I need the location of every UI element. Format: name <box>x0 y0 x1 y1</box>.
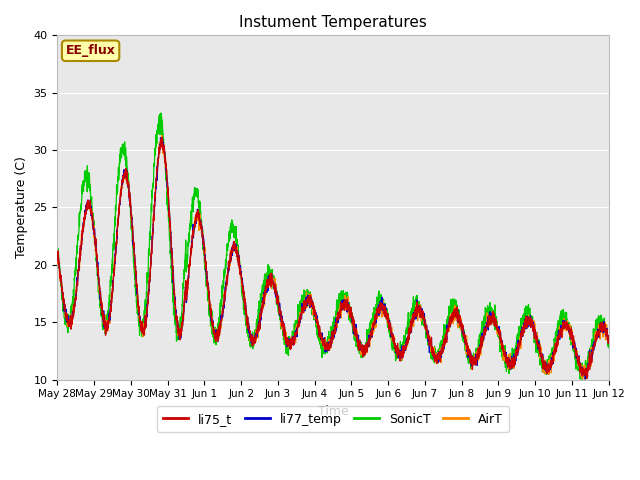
li75_t <box>149 229 157 235</box>
SonicT <box>54 245 61 251</box>
li77_temp <box>605 336 612 342</box>
Line: li75_t: li75_t <box>58 137 609 379</box>
Line: AirT: AirT <box>58 135 609 379</box>
SonicT <box>595 323 602 328</box>
SonicT <box>579 377 586 383</box>
SonicT <box>605 336 612 341</box>
AirT <box>116 190 124 196</box>
li75_t <box>605 339 612 345</box>
li75_t <box>54 253 61 259</box>
li75_t <box>583 376 591 382</box>
li75_t <box>265 281 273 287</box>
SonicT <box>265 264 273 270</box>
AirT <box>605 340 612 346</box>
SonicT <box>535 346 543 352</box>
AirT <box>535 343 543 348</box>
Y-axis label: Temperature (C): Temperature (C) <box>15 156 28 258</box>
Title: Instument Temperatures: Instument Temperatures <box>239 15 427 30</box>
SonicT <box>149 180 157 186</box>
li77_temp <box>116 194 124 200</box>
SonicT <box>289 336 297 342</box>
Line: SonicT: SonicT <box>58 113 609 380</box>
Line: li77_temp: li77_temp <box>58 137 609 379</box>
AirT <box>158 132 166 138</box>
li75_t <box>595 328 602 334</box>
li77_temp <box>149 230 157 236</box>
SonicT <box>157 110 165 116</box>
li77_temp <box>157 134 164 140</box>
Legend: li75_t, li77_temp, SonicT, AirT: li75_t, li77_temp, SonicT, AirT <box>157 407 509 432</box>
Text: EE_flux: EE_flux <box>66 44 116 57</box>
AirT <box>265 281 273 287</box>
li75_t <box>116 196 124 202</box>
X-axis label: Time: Time <box>317 405 348 418</box>
li77_temp <box>535 341 543 347</box>
li75_t <box>159 134 166 140</box>
AirT <box>580 376 588 382</box>
li77_temp <box>582 376 589 382</box>
AirT <box>595 327 602 333</box>
li75_t <box>289 342 297 348</box>
li75_t <box>535 342 543 348</box>
li77_temp <box>595 329 602 335</box>
li77_temp <box>289 337 297 343</box>
AirT <box>149 222 157 228</box>
li77_temp <box>54 252 61 258</box>
AirT <box>54 249 61 254</box>
SonicT <box>116 151 124 156</box>
li77_temp <box>265 282 273 288</box>
AirT <box>289 339 297 345</box>
